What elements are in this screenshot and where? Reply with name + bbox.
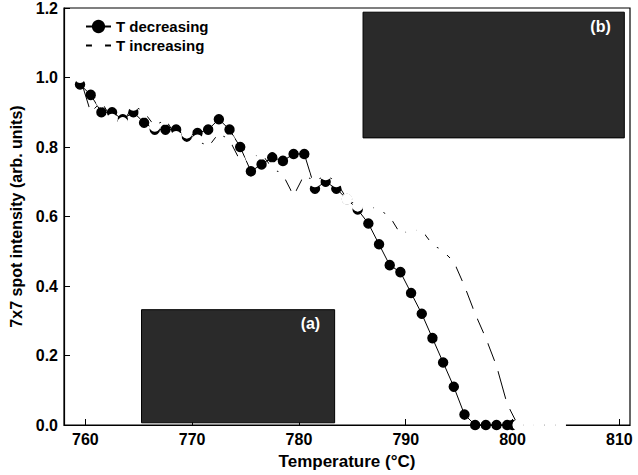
- svg-text:760: 760: [72, 431, 99, 448]
- svg-text:0.4: 0.4: [36, 278, 58, 295]
- svg-text:(a): (a): [301, 315, 321, 332]
- svg-text:810: 810: [606, 431, 633, 448]
- svg-text:1.0: 1.0: [36, 69, 58, 86]
- svg-text:770: 770: [179, 431, 206, 448]
- svg-text:7x7 spot intensity (arb. units: 7x7 spot intensity (arb. units): [8, 105, 25, 327]
- svg-text:T increasing: T increasing: [116, 37, 204, 54]
- svg-text:800: 800: [499, 431, 526, 448]
- svg-text:780: 780: [286, 431, 313, 448]
- svg-text:Temperature (°C): Temperature (°C): [279, 452, 416, 471]
- svg-text:0.0: 0.0: [36, 417, 58, 434]
- svg-text:(b): (b): [590, 18, 610, 35]
- svg-text:790: 790: [392, 431, 419, 448]
- svg-text:0.6: 0.6: [36, 208, 58, 225]
- svg-text:0.8: 0.8: [36, 139, 58, 156]
- svg-text:T decreasing: T decreasing: [116, 18, 209, 35]
- svg-text:1.2: 1.2: [36, 0, 58, 17]
- svg-text:0.2: 0.2: [36, 347, 58, 364]
